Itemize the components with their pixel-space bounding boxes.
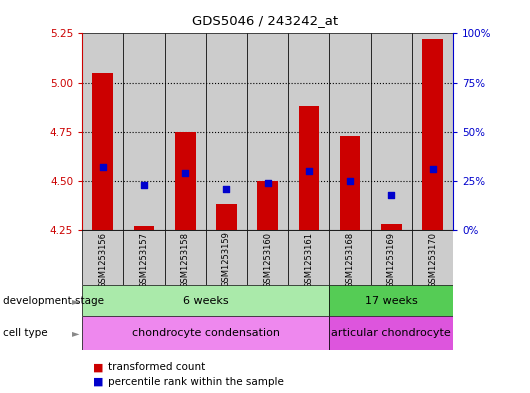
Text: GSM1253157: GSM1253157 (139, 231, 148, 288)
Text: GSM1253160: GSM1253160 (263, 231, 272, 288)
Text: ■: ■ (93, 377, 103, 387)
Text: GSM1253170: GSM1253170 (428, 231, 437, 288)
Bar (92, 73, 113, 230)
Bar (288, 230, 330, 285)
Text: GSM1253168: GSM1253168 (346, 231, 355, 288)
Bar (82, 285, 330, 316)
Bar (134, 226, 154, 230)
Text: GSM1253169: GSM1253169 (387, 231, 396, 288)
Bar (412, 33, 453, 230)
Bar (412, 230, 453, 285)
Bar (330, 285, 453, 316)
Bar (82, 33, 123, 230)
Text: GDS5046 / 243242_at: GDS5046 / 243242_at (192, 14, 338, 27)
Text: ►: ► (72, 296, 79, 306)
Text: chondrocyte condensation: chondrocyte condensation (132, 328, 280, 338)
Bar (370, 230, 412, 285)
Point (428, 166, 437, 172)
Bar (330, 230, 370, 285)
Bar (370, 33, 412, 230)
Text: GSM1253159: GSM1253159 (222, 231, 231, 287)
Bar (381, 224, 402, 230)
Bar (422, 39, 443, 230)
Point (263, 180, 272, 186)
Text: ►: ► (72, 328, 79, 338)
Text: percentile rank within the sample: percentile rank within the sample (108, 377, 284, 387)
Bar (216, 204, 237, 230)
Point (140, 182, 148, 188)
Bar (258, 181, 278, 230)
Text: transformed count: transformed count (108, 362, 205, 373)
Bar (175, 132, 196, 230)
Text: 6 weeks: 6 weeks (183, 296, 228, 306)
Bar (247, 33, 288, 230)
Bar (82, 230, 123, 285)
Bar (206, 33, 247, 230)
Text: cell type: cell type (3, 328, 47, 338)
Bar (288, 33, 330, 230)
Bar (165, 33, 206, 230)
Text: GSM1253156: GSM1253156 (98, 231, 107, 288)
Text: GSM1253158: GSM1253158 (181, 231, 190, 288)
Bar (330, 316, 453, 350)
Bar (123, 230, 165, 285)
Text: ■: ■ (93, 362, 103, 373)
Point (305, 168, 313, 174)
Point (387, 191, 395, 198)
Point (222, 185, 231, 192)
Text: development stage: development stage (3, 296, 104, 306)
Point (346, 178, 355, 184)
Bar (330, 33, 370, 230)
Bar (340, 136, 360, 230)
Text: 17 weeks: 17 weeks (365, 296, 418, 306)
Point (181, 170, 189, 176)
Bar (165, 230, 206, 285)
Bar (247, 230, 288, 285)
Point (99, 164, 107, 170)
Text: articular chondrocyte: articular chondrocyte (331, 328, 451, 338)
Bar (206, 230, 247, 285)
Bar (123, 33, 165, 230)
Bar (298, 106, 319, 230)
Bar (82, 316, 330, 350)
Text: GSM1253161: GSM1253161 (304, 231, 313, 288)
